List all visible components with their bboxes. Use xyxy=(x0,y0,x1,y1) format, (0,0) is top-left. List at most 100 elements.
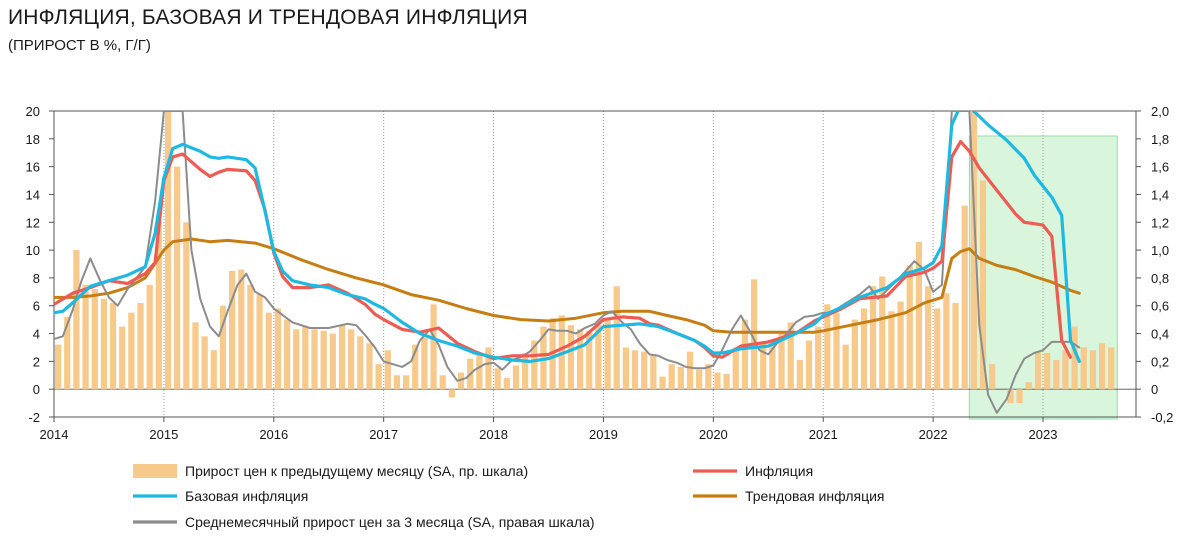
bar xyxy=(833,312,840,390)
left-tick-label: 2 xyxy=(33,354,40,369)
right-tick-label: 2,0 xyxy=(1151,104,1169,119)
x-tick-label: 2016 xyxy=(259,427,288,442)
bar xyxy=(412,344,419,390)
right-tick-label: 1,6 xyxy=(1151,160,1169,175)
x-tick-label: 2022 xyxy=(919,427,948,442)
plot-frame xyxy=(53,110,1137,418)
x-tick-label: 2023 xyxy=(1029,427,1058,442)
bar xyxy=(906,265,913,390)
bar xyxy=(842,344,849,390)
legend-item-trend-inflation: Трендовая инфляция xyxy=(693,488,885,504)
bar xyxy=(228,270,236,390)
bar xyxy=(769,340,776,390)
bar xyxy=(55,344,62,390)
legend-item-inflation: Инфляция xyxy=(693,463,813,479)
bar xyxy=(192,322,199,390)
x-tick-label: 2019 xyxy=(589,427,618,442)
right-tick-label: -0,2 xyxy=(1151,410,1173,425)
bar xyxy=(1080,347,1087,390)
bar xyxy=(100,298,108,390)
chart-subtitle: (ПРИРОСТ В %, Г/Г) xyxy=(8,37,151,54)
legend-label: Трендовая инфляция xyxy=(745,488,885,504)
bar xyxy=(402,375,410,390)
bar xyxy=(1043,353,1051,390)
bar xyxy=(146,284,153,390)
bar xyxy=(174,166,181,390)
right-tick-label: 0,8 xyxy=(1151,271,1169,286)
bar xyxy=(238,269,245,390)
left-tick-label: 4 xyxy=(33,327,40,342)
bar xyxy=(302,326,309,390)
right-tick-label: 0,4 xyxy=(1151,327,1169,342)
bar xyxy=(109,302,117,390)
bar xyxy=(641,351,648,390)
bar xyxy=(512,365,520,390)
bar xyxy=(650,354,657,390)
legend-label: Инфляция xyxy=(745,463,813,479)
bar xyxy=(155,222,162,390)
bar xyxy=(750,279,758,390)
bar xyxy=(311,329,318,390)
bar xyxy=(686,351,694,390)
bar xyxy=(860,308,868,390)
bar xyxy=(494,368,501,390)
right-tick-label: 1,4 xyxy=(1151,187,1169,202)
bar xyxy=(348,329,355,390)
bar xyxy=(1108,347,1115,390)
bar xyxy=(283,319,291,390)
bar xyxy=(128,312,135,390)
bar xyxy=(485,347,492,390)
bar xyxy=(732,347,739,390)
bar xyxy=(274,308,282,390)
bar xyxy=(210,350,217,390)
bar xyxy=(576,329,584,390)
left-tick-label: 6 xyxy=(33,299,40,314)
bar xyxy=(421,337,428,390)
bar xyxy=(293,329,300,390)
x-tick-label: 2015 xyxy=(149,427,178,442)
bar xyxy=(439,375,446,390)
bar xyxy=(631,350,639,390)
legend-label: Базовая инфляция xyxy=(185,488,308,504)
bar xyxy=(851,319,858,390)
bar xyxy=(265,312,272,390)
bar xyxy=(1007,389,1014,404)
bar xyxy=(91,289,98,390)
legend-label: Прирост цен к предыдущему месяцу (SA, пр… xyxy=(185,463,528,479)
left-tick-label: 0 xyxy=(33,382,40,397)
bar xyxy=(870,286,877,390)
left-tick-label: 18 xyxy=(26,132,40,147)
bar xyxy=(183,222,190,390)
bar xyxy=(1098,343,1106,390)
bar xyxy=(201,336,208,390)
bar xyxy=(1089,350,1097,390)
bar xyxy=(256,294,263,390)
bar xyxy=(879,276,886,390)
bar xyxy=(430,304,437,390)
bar xyxy=(119,326,126,390)
bar xyxy=(778,330,785,390)
bar xyxy=(979,180,987,390)
bar xyxy=(796,359,803,390)
right-tick-label: 1,2 xyxy=(1151,215,1169,230)
bar xyxy=(943,293,950,390)
bar xyxy=(320,330,327,390)
legend-label: Среднемесячный прирост цен за 3 месяца (… xyxy=(185,514,595,530)
legend-item-core-inflation: Базовая инфляция xyxy=(133,488,308,504)
bar xyxy=(970,111,977,390)
legend-swatch xyxy=(133,464,177,478)
bar xyxy=(329,333,336,390)
bar xyxy=(961,205,968,390)
bar xyxy=(989,364,996,390)
bar xyxy=(714,372,721,390)
bar xyxy=(659,376,666,390)
bar xyxy=(815,326,822,390)
bar xyxy=(338,325,346,390)
bar xyxy=(595,325,602,390)
x-tick-label: 2020 xyxy=(699,427,728,442)
bar xyxy=(741,319,749,390)
bar xyxy=(522,353,529,390)
x-tick-label: 2021 xyxy=(809,427,838,442)
chart-title: ИНФЛЯЦИЯ, БАЗОВАЯ И ТРЕНДОВАЯ ИНФЛЯЦИЯ xyxy=(8,6,528,29)
right-tick-label: 1,8 xyxy=(1151,132,1169,147)
